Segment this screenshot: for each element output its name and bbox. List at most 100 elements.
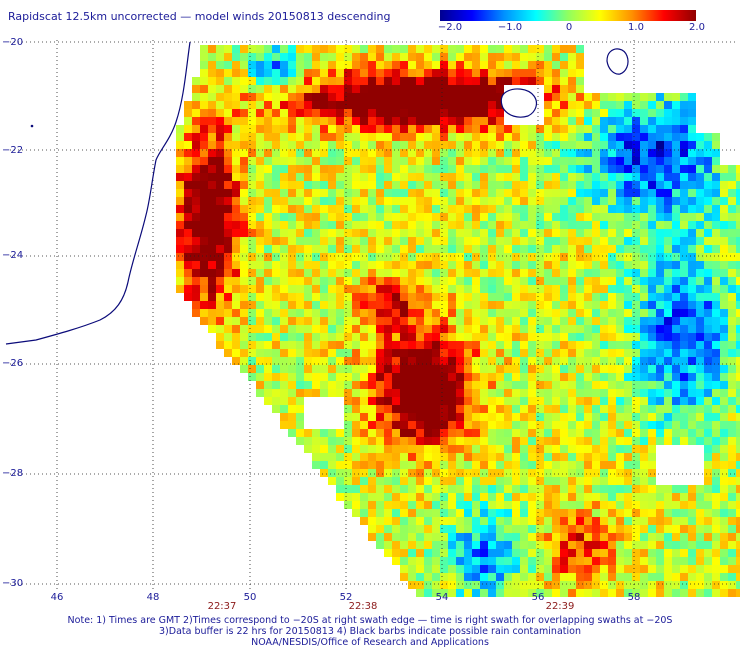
wind-cell — [536, 501, 544, 509]
wind-cell — [272, 109, 280, 117]
wind-cell — [512, 525, 520, 533]
wind-cell — [536, 77, 544, 85]
wind-cell — [736, 221, 740, 229]
wind-cell — [520, 341, 528, 349]
wind-cell — [736, 397, 740, 405]
wind-cell — [688, 213, 696, 221]
wind-cell — [680, 93, 688, 101]
wind-cell — [656, 133, 664, 141]
wind-cell — [400, 141, 408, 149]
wind-cell — [344, 45, 352, 53]
wind-cell — [448, 309, 456, 317]
wind-cell — [456, 325, 464, 333]
wind-cell — [504, 341, 512, 349]
wind-cell — [448, 285, 456, 293]
wind-cell — [712, 549, 720, 557]
wind-cell — [656, 357, 664, 365]
wind-cell — [480, 165, 488, 173]
wind-cell — [424, 53, 432, 61]
wind-cell — [280, 269, 288, 277]
wind-cell — [312, 357, 320, 365]
wind-cell — [536, 469, 544, 477]
wind-cell — [480, 69, 488, 77]
wind-cell — [536, 365, 544, 373]
wind-cell — [240, 197, 248, 205]
wind-cell — [192, 149, 200, 157]
wind-cell — [488, 301, 496, 309]
wind-cell — [248, 149, 256, 157]
wind-cell — [192, 205, 200, 213]
wind-cell — [216, 117, 224, 125]
wind-cell — [664, 117, 672, 125]
wind-cell — [616, 293, 624, 301]
wind-cell — [528, 381, 536, 389]
wind-cell — [672, 133, 680, 141]
wind-cell — [400, 285, 408, 293]
wind-cell — [608, 541, 616, 549]
wind-cell — [728, 517, 736, 525]
wind-cell — [496, 485, 504, 493]
wind-cell — [488, 117, 496, 125]
wind-cell — [416, 77, 424, 85]
wind-cell — [368, 469, 376, 477]
wind-cell — [640, 501, 648, 509]
wind-cell — [208, 317, 216, 325]
wind-cell — [224, 245, 232, 253]
wind-cell — [392, 333, 400, 341]
wind-cell — [216, 317, 224, 325]
wind-cell — [512, 253, 520, 261]
wind-cell — [632, 317, 640, 325]
wind-cell — [368, 341, 376, 349]
wind-cell — [632, 181, 640, 189]
wind-cell — [224, 221, 232, 229]
wind-cell — [600, 293, 608, 301]
wind-cell — [624, 501, 632, 509]
wind-cell — [216, 261, 224, 269]
wind-cell — [464, 53, 472, 61]
wind-cell — [440, 197, 448, 205]
wind-cell — [184, 269, 192, 277]
wind-cell — [328, 429, 336, 437]
wind-cell — [320, 141, 328, 149]
wind-cell — [512, 589, 520, 597]
wind-cell — [472, 365, 480, 373]
wind-cell — [288, 429, 296, 437]
wind-cell — [656, 101, 664, 109]
wind-cell — [448, 461, 456, 469]
wind-cell — [728, 205, 736, 213]
wind-cell — [384, 101, 392, 109]
wind-cell — [728, 301, 736, 309]
wind-cell — [384, 485, 392, 493]
wind-cell — [448, 269, 456, 277]
wind-cell — [400, 437, 408, 445]
wind-cell — [576, 109, 584, 117]
wind-cell — [488, 133, 496, 141]
wind-cell — [528, 221, 536, 229]
wind-cell — [336, 117, 344, 125]
wind-cell — [520, 125, 528, 133]
wind-cell — [472, 549, 480, 557]
wind-cell — [296, 285, 304, 293]
wind-cell — [416, 565, 424, 573]
wind-cell — [480, 397, 488, 405]
wind-cell — [304, 45, 312, 53]
wind-cell — [408, 373, 416, 381]
wind-cell — [560, 197, 568, 205]
wind-cell — [304, 349, 312, 357]
wind-cell — [208, 285, 216, 293]
wind-cell — [304, 277, 312, 285]
wind-cell — [536, 61, 544, 69]
wind-cell — [392, 285, 400, 293]
wind-cell — [672, 261, 680, 269]
wind-cell — [520, 421, 528, 429]
wind-cell — [416, 245, 424, 253]
wind-cell — [320, 325, 328, 333]
reunion-island-outline — [500, 88, 538, 118]
wind-cell — [296, 205, 304, 213]
wind-cell — [504, 69, 512, 77]
wind-cell — [440, 165, 448, 173]
wind-cell — [648, 365, 656, 373]
wind-cell — [248, 69, 256, 77]
wind-cell — [672, 109, 680, 117]
wind-cell — [304, 341, 312, 349]
